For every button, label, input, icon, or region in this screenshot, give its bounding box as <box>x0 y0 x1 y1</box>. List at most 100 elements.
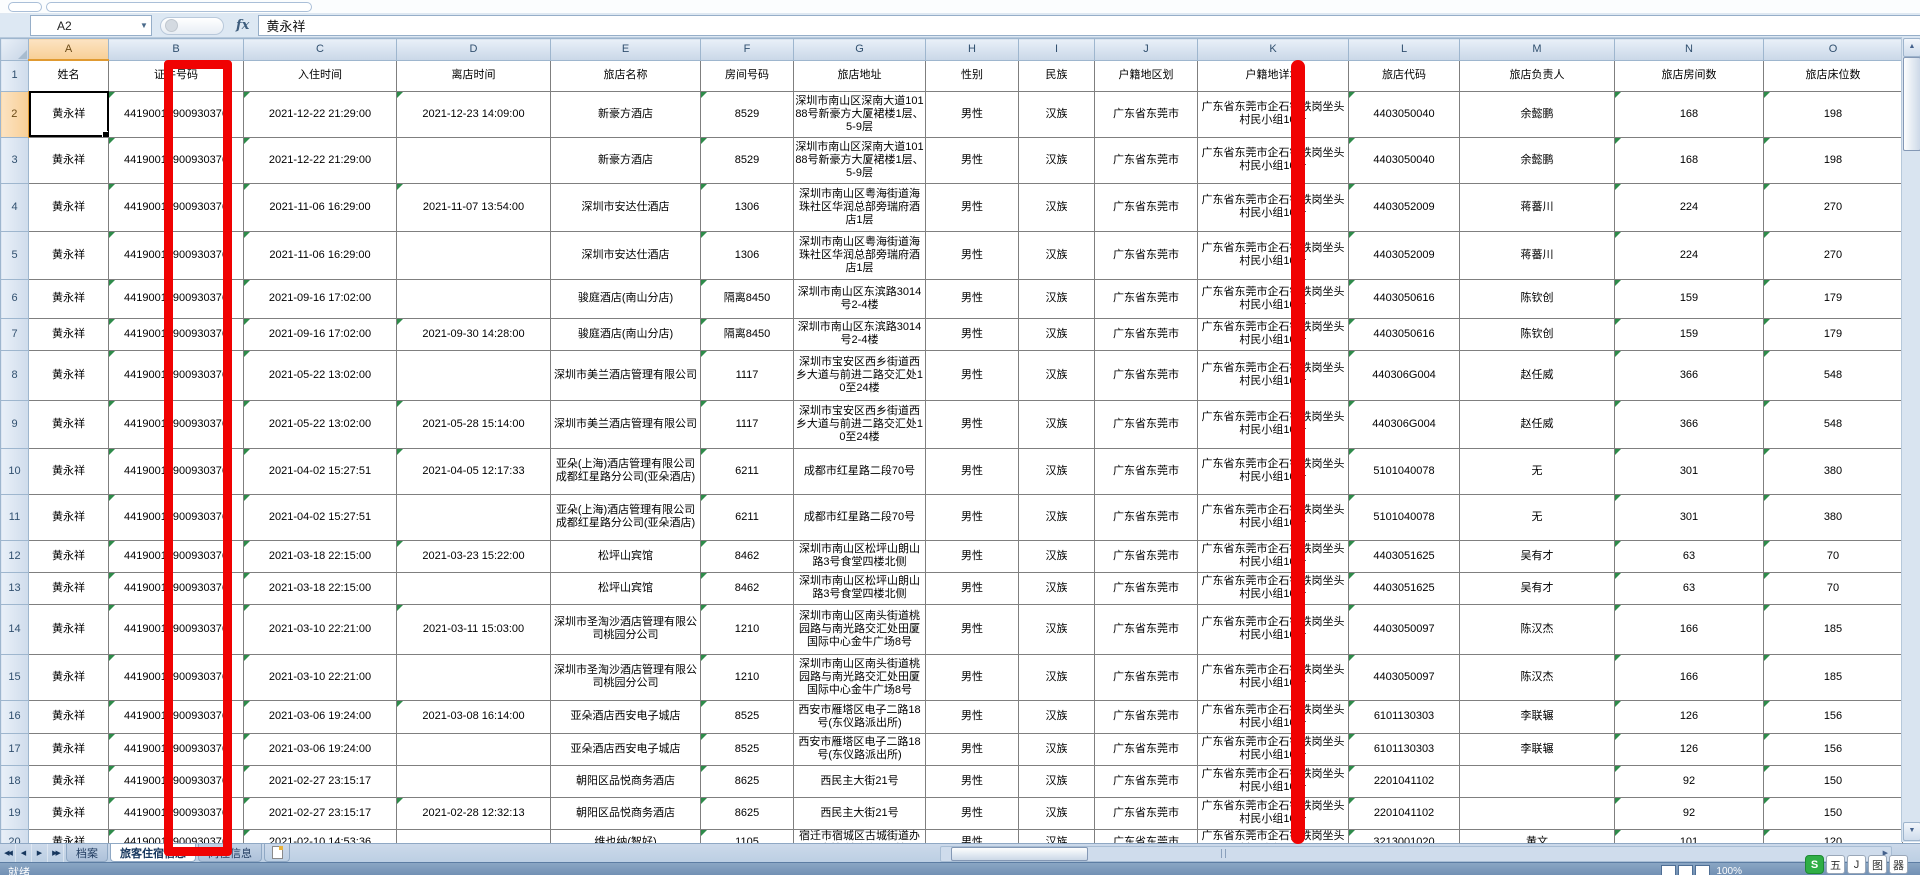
cell-A13[interactable]: 黄永祥 <box>28 571 109 605</box>
vertical-scroll-thumb[interactable] <box>1903 57 1920 151</box>
cell-K5[interactable]: 广东省东莞市企石镇铁岗坐头村民小组10号 <box>1197 230 1349 280</box>
col-header-M[interactable]: M <box>1459 38 1615 61</box>
cell-M11[interactable]: 无 <box>1459 493 1615 541</box>
cell-E8[interactable]: 深圳市美兰酒店管理有限公司 <box>550 349 701 401</box>
cell-I18[interactable]: 汉族 <box>1018 764 1095 798</box>
cell-A10[interactable]: 黄永祥 <box>28 447 109 495</box>
cell-C18[interactable]: 2021-02-27 23:15:17 <box>243 764 397 798</box>
cell-H13[interactable]: 男性 <box>925 571 1019 605</box>
cell-M15[interactable]: 陈汉杰 <box>1459 653 1615 701</box>
row-header-17[interactable]: 17 <box>0 732 29 766</box>
cell-C6[interactable]: 2021-09-16 17:02:00 <box>243 278 397 319</box>
cell-I19[interactable]: 汉族 <box>1018 796 1095 830</box>
cell-O6[interactable]: 179 <box>1763 278 1903 319</box>
cell-G2[interactable]: 深圳市南山区深南大道10188号新豪方大厦裙楼1层、5-9层 <box>793 90 926 138</box>
cell-M17[interactable]: 李联辗 <box>1459 732 1615 766</box>
cell-M3[interactable]: 余懿鹏 <box>1459 136 1615 184</box>
cell-A3[interactable]: 黄永祥 <box>28 136 109 184</box>
cell-N12[interactable]: 63 <box>1614 539 1764 573</box>
cell-I8[interactable]: 汉族 <box>1018 349 1095 401</box>
cell-C17[interactable]: 2021-03-06 19:24:00 <box>243 732 397 766</box>
cell-F8[interactable]: 1117 <box>700 349 794 401</box>
row-header-7[interactable]: 7 <box>0 317 29 351</box>
scrollbar-grip[interactable] <box>1221 849 1226 858</box>
cell-M13[interactable]: 吴有才 <box>1459 571 1615 605</box>
cell-K18[interactable]: 广东省东莞市企石镇铁岗坐头村民小组10号 <box>1197 764 1349 798</box>
cell-G7[interactable]: 深圳市南山区东滨路3014号2-4楼 <box>793 317 926 351</box>
cell-M12[interactable]: 吴有才 <box>1459 539 1615 573</box>
cell-G13[interactable]: 深圳市南山区松坪山朗山路3号食堂四楼北侧 <box>793 571 926 605</box>
fx-icon[interactable]: fx <box>236 18 250 33</box>
cell-D16[interactable]: 2021-03-08 16:14:00 <box>396 699 551 734</box>
cell-I16[interactable]: 汉族 <box>1018 699 1095 734</box>
cell-I7[interactable]: 汉族 <box>1018 317 1095 351</box>
cell-J17[interactable]: 广东省东莞市 <box>1094 732 1198 766</box>
cell-J3[interactable]: 广东省东莞市 <box>1094 136 1198 184</box>
cell-M8[interactable]: 赵任威 <box>1459 349 1615 401</box>
cell-H14[interactable]: 男性 <box>925 603 1019 655</box>
cell-C5[interactable]: 2021-11-06 16:29:00 <box>243 230 397 280</box>
cell-N7[interactable]: 159 <box>1614 317 1764 351</box>
header-cell-L1[interactable]: 旅店代码 <box>1348 59 1460 92</box>
cell-I13[interactable]: 汉族 <box>1018 571 1095 605</box>
cell-C19[interactable]: 2021-02-27 23:15:17 <box>243 796 397 830</box>
cell-L11[interactable]: 5101040078 <box>1348 493 1460 541</box>
cell-F14[interactable]: 1210 <box>700 603 794 655</box>
cell-A19[interactable]: 黄永祥 <box>28 796 109 830</box>
cell-H9[interactable]: 男性 <box>925 399 1019 449</box>
cell-K20[interactable]: 广东省东莞市企石镇铁岗坐头村民小组10号 <box>1197 828 1349 843</box>
cell-F11[interactable]: 6211 <box>700 493 794 541</box>
cell-G3[interactable]: 深圳市南山区深南大道10188号新豪方大厦裙楼1层、5-9层 <box>793 136 926 184</box>
cell-D4[interactable]: 2021-11-07 13:54:00 <box>396 182 551 232</box>
cell-G4[interactable]: 深圳市南山区粤海街道海珠社区华润总部旁瑞府酒店1层 <box>793 182 926 232</box>
cell-J14[interactable]: 广东省东莞市 <box>1094 603 1198 655</box>
row-header-16[interactable]: 16 <box>0 699 29 734</box>
cell-M18[interactable] <box>1459 764 1615 798</box>
cell-C20[interactable]: 2021-02-10 14:53:36 <box>243 828 397 843</box>
row-header-20[interactable]: 20 <box>0 828 29 843</box>
cell-B7[interactable]: 44190019900930376 <box>108 317 244 351</box>
cell-I2[interactable]: 汉族 <box>1018 90 1095 138</box>
ime-logo-icon[interactable]: S <box>1805 855 1824 874</box>
cell-E14[interactable]: 深圳市圣淘沙酒店管理有限公司桃园分公司 <box>550 603 701 655</box>
cell-E10[interactable]: 亚朵(上海)酒店管理有限公司成都红星路分公司(亚朵酒店) <box>550 447 701 495</box>
cell-B15[interactable]: 44190019900930376 <box>108 653 244 701</box>
first-sheet-icon[interactable] <box>0 844 16 862</box>
cell-A7[interactable]: 黄永祥 <box>28 317 109 351</box>
header-cell-E1[interactable]: 旅店名称 <box>550 59 701 92</box>
cell-N4[interactable]: 224 <box>1614 182 1764 232</box>
cell-O20[interactable]: 120 <box>1763 828 1903 843</box>
row-header-15[interactable]: 15 <box>0 653 29 701</box>
cell-K15[interactable]: 广东省东莞市企石镇铁岗坐头村民小组10号 <box>1197 653 1349 701</box>
cell-F13[interactable]: 8462 <box>700 571 794 605</box>
cell-M10[interactable]: 无 <box>1459 447 1615 495</box>
page-layout-view-icon[interactable] <box>1678 865 1694 875</box>
prev-sheet-icon[interactable] <box>16 844 32 862</box>
cell-M2[interactable]: 余懿鹏 <box>1459 90 1615 138</box>
cell-N17[interactable]: 126 <box>1614 732 1764 766</box>
row-header-19[interactable]: 19 <box>0 796 29 830</box>
cell-C10[interactable]: 2021-04-02 15:27:51 <box>243 447 397 495</box>
col-header-B[interactable]: B <box>108 38 244 61</box>
scroll-up-icon[interactable]: ▲ <box>1903 38 1920 57</box>
col-header-G[interactable]: G <box>793 38 926 61</box>
cell-O5[interactable]: 270 <box>1763 230 1903 280</box>
col-header-K[interactable]: K <box>1197 38 1349 61</box>
cell-N16[interactable]: 126 <box>1614 699 1764 734</box>
insert-worksheet-button[interactable] <box>264 844 290 862</box>
cell-L14[interactable]: 4403050097 <box>1348 603 1460 655</box>
header-cell-D1[interactable]: 离店时间 <box>396 59 551 92</box>
cell-D12[interactable]: 2021-03-23 15:22:00 <box>396 539 551 573</box>
cell-J12[interactable]: 广东省东莞市 <box>1094 539 1198 573</box>
cell-H20[interactable]: 男性 <box>925 828 1019 843</box>
cell-C14[interactable]: 2021-03-10 22:21:00 <box>243 603 397 655</box>
cell-M6[interactable]: 陈钦创 <box>1459 278 1615 319</box>
cell-F20[interactable]: 1105 <box>700 828 794 843</box>
cell-G14[interactable]: 深圳市南山区南头街道桃园路与南光路交汇处田厦国际中心金牛广场8号 <box>793 603 926 655</box>
cell-A4[interactable]: 黄永祥 <box>28 182 109 232</box>
cell-O16[interactable]: 156 <box>1763 699 1903 734</box>
name-box[interactable]: A2 ▼ <box>30 15 152 36</box>
cell-G18[interactable]: 西民主大街21号 <box>793 764 926 798</box>
cell-L19[interactable]: 2201041102 <box>1348 796 1460 830</box>
cell-A14[interactable]: 黄永祥 <box>28 603 109 655</box>
